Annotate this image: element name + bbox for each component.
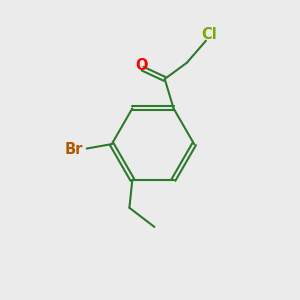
Text: Cl: Cl: [201, 27, 217, 42]
Text: O: O: [135, 58, 147, 73]
Text: Br: Br: [64, 142, 83, 158]
